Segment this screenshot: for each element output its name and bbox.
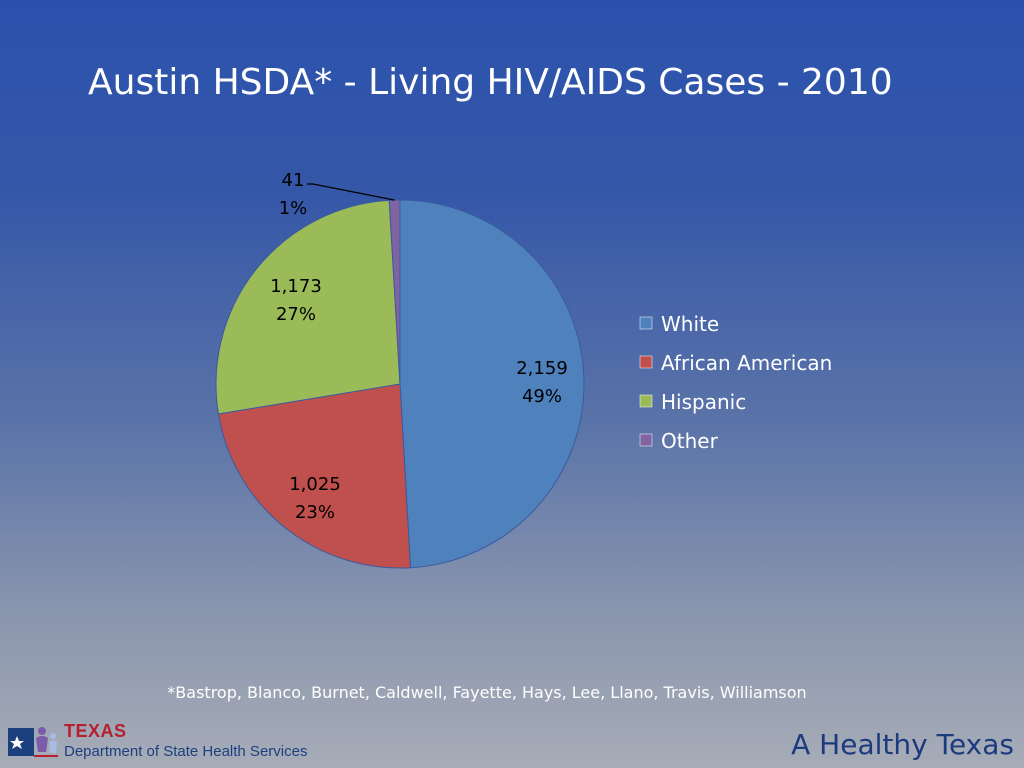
pie-slice-african-american xyxy=(217,383,412,569)
logo-texas-text: TEXAS xyxy=(64,721,127,741)
data-label-percent-white: 49% xyxy=(522,386,562,407)
legend-label-other: Other xyxy=(661,429,719,453)
slide-title: Austin HSDA* - Living HIV/AIDS Cases - 2… xyxy=(88,62,893,103)
pie-slice-hispanic xyxy=(215,199,401,415)
pie-slice-other xyxy=(388,199,401,385)
data-label-percent-other: 1% xyxy=(279,198,308,219)
data-label-percent-hispanic: 27% xyxy=(276,304,316,325)
legend-label-hispanic: Hispanic xyxy=(661,390,746,414)
tagline: A Healthy Texas xyxy=(791,728,1014,761)
texas-emblem-icon xyxy=(8,727,58,757)
legend-swatch-white xyxy=(639,316,653,330)
pie-chart: 2,159 49% 1,025 23% 1,173 27% 41 1% White African… xyxy=(215,170,832,569)
legend-swatch-other xyxy=(639,433,653,447)
logo-department-text: Department of State Health Services xyxy=(64,743,308,760)
data-label-percent-african-american: 23% xyxy=(295,502,335,523)
data-label-value-hispanic: 1,173 xyxy=(270,276,322,297)
footnote: *Bastrop, Blanco, Burnet, Caldwell, Faye… xyxy=(167,683,807,702)
dshs-logo: TEXAS Department of State Health Service… xyxy=(8,720,308,764)
legend-label-white: White xyxy=(661,312,719,336)
legend-swatch-african-american xyxy=(639,355,653,369)
legend-swatch-hispanic xyxy=(639,394,653,408)
data-label-value-african-american: 1,025 xyxy=(289,474,341,495)
leader-line-other xyxy=(307,183,395,201)
data-label-value-white: 2,159 xyxy=(516,358,568,379)
pie-slice-white xyxy=(399,199,585,569)
data-label-value-other: 41 xyxy=(282,170,305,191)
legend-label-african-american: African American xyxy=(661,351,832,375)
